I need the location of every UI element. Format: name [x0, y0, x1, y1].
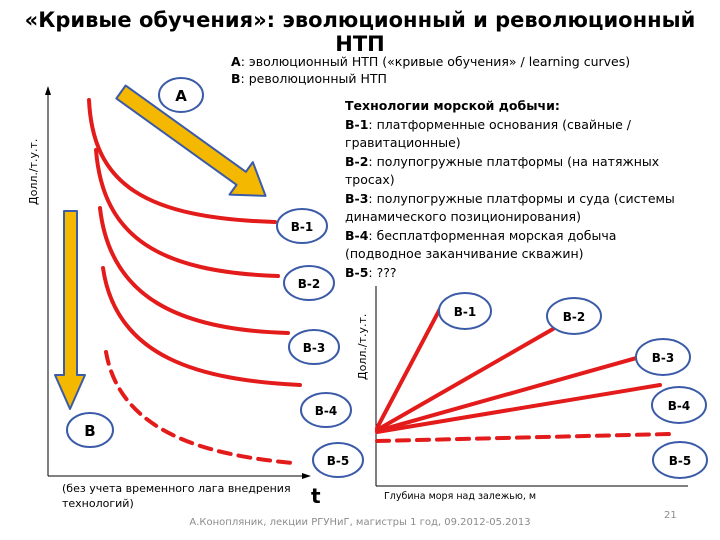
arrow-b — [54, 210, 86, 410]
curve-b2 — [94, 148, 280, 278]
right-label-b3: B-3 — [635, 338, 691, 376]
left-axes — [45, 86, 311, 479]
legend-item-b5: B-5: ??? — [345, 264, 397, 280]
right-label-b2: B-2 — [546, 297, 602, 335]
left-label-b1: B-1 — [276, 208, 328, 244]
svg-text:B-4: B-4 — [315, 404, 337, 418]
svg-text:B-3: B-3 — [652, 351, 674, 365]
legend-item-b3: B-3: полупогружные платформы и суда (сис… — [345, 190, 675, 225]
line-b2 — [375, 327, 555, 432]
curve-b4 — [101, 266, 302, 387]
svg-text:B-2: B-2 — [298, 277, 320, 291]
label-a: A — [158, 77, 204, 113]
left-label-b2: B-2 — [283, 265, 335, 301]
svg-text:B-1: B-1 — [291, 220, 313, 234]
right-label-b4: B-4 — [651, 386, 707, 424]
left-x-axis-label: t — [311, 484, 321, 508]
svg-text:B-1: B-1 — [454, 305, 476, 319]
left-label-b4: B-4 — [300, 392, 352, 428]
legend-item-b1: B-1: платформенные основания (свайные / … — [345, 116, 631, 151]
right-label-b1: B-1 — [438, 292, 492, 330]
svg-text:A: A — [175, 87, 187, 105]
left-y-axis-label: Долл./т.у.т. — [27, 138, 40, 205]
time-lag-note: (без учета временного лага внедрения тех… — [62, 482, 291, 510]
curve-b5 — [104, 350, 295, 465]
svg-text:B-2: B-2 — [563, 310, 585, 324]
right-label-b5: B-5 — [652, 441, 708, 479]
legend-item-b2: B-2: полупогружные платформы (на натяжны… — [345, 153, 660, 188]
right-x-axis-label: Глубина моря над залежью, м — [384, 491, 537, 502]
slide-title: «Кривые обучения»: эволюционный и револю… — [24, 8, 696, 56]
page-number: 21 — [664, 510, 677, 521]
left-label-b5: B-5 — [312, 442, 364, 478]
label-b: B — [66, 412, 114, 448]
legend-a: A: эволюционный НТП («кривые обучения» /… — [231, 54, 631, 69]
left-curves — [87, 98, 302, 465]
curve-b3 — [98, 206, 290, 335]
svg-text:B-5: B-5 — [669, 454, 691, 468]
right-y-axis-label: Долл./т.у.т. — [356, 313, 369, 380]
arrow-a — [115, 84, 267, 197]
legend-header: Технологии морской добычи: — [345, 98, 560, 113]
right-axes — [375, 286, 688, 487]
right-lines — [375, 303, 672, 443]
legend-b: B: революционный НТП — [231, 71, 387, 86]
line-b5 — [375, 432, 672, 443]
legend-top: A: эволюционный НТП («кривые обучения» /… — [231, 53, 630, 87]
line-b1 — [375, 303, 444, 430]
left-label-b3: B-3 — [288, 329, 340, 365]
footer-credit: А.Конопляник, лекции РГУНиГ, магистры 1 … — [189, 517, 531, 528]
line-b4 — [375, 383, 662, 434]
legend-technologies: Технологии морской добычи: B-1: платформ… — [345, 97, 685, 282]
svg-text:B: B — [84, 422, 95, 440]
svg-text:B-5: B-5 — [327, 454, 349, 468]
svg-text:B-4: B-4 — [668, 399, 690, 413]
legend-item-b4: B-4: бесплатформенная морская добыча (по… — [345, 227, 617, 262]
svg-text:B-3: B-3 — [303, 341, 325, 355]
line-b3 — [375, 355, 642, 433]
curve-b1 — [87, 98, 277, 224]
